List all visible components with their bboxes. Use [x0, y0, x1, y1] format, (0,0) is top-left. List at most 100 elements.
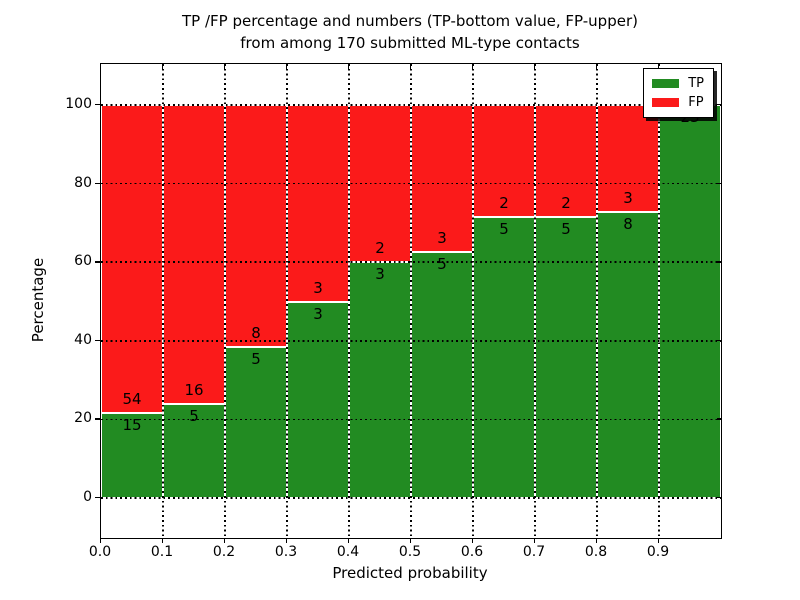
bar-segment-tp	[225, 346, 287, 498]
legend-swatch-fp	[652, 98, 680, 107]
x-tick-top	[658, 64, 660, 69]
x-tick-bottom	[410, 538, 412, 543]
x-tick-label: 0.4	[336, 544, 360, 560]
v-gridline	[410, 64, 412, 538]
x-tick-label: 0.6	[460, 544, 484, 560]
bar-segment-fp	[287, 105, 349, 302]
x-tick-label: 0.5	[398, 544, 422, 560]
x-tick-bottom	[472, 538, 474, 543]
x-tick-label: 0.2	[212, 544, 236, 560]
chart-title-line1: TP /FP percentage and numbers (TP-bottom…	[182, 12, 638, 30]
x-tick-label: 0.7	[522, 544, 546, 560]
fp-count-label: 54	[122, 389, 142, 408]
y-tick-right	[717, 182, 722, 184]
x-tick-bottom	[596, 538, 598, 543]
v-gridline	[162, 64, 164, 538]
v-gridline	[534, 64, 536, 538]
bar-segment-tp	[101, 412, 163, 498]
y-tick-right	[717, 418, 722, 420]
tp-count-label: 5	[499, 220, 509, 239]
x-tick-top	[286, 64, 288, 69]
fp-count-label: 2	[375, 239, 385, 258]
v-gridline	[472, 64, 474, 538]
tp-count-label: 5	[251, 349, 261, 368]
bar-segment-tp	[287, 301, 349, 498]
bar-segment-tp	[659, 105, 721, 498]
tp-count-label: 3	[375, 265, 385, 284]
legend-swatch-tp	[652, 79, 680, 88]
y-tick-label: 20	[74, 410, 92, 427]
tp-count-label: 5	[561, 220, 571, 239]
v-gridline	[348, 64, 350, 538]
x-tick-top	[348, 64, 350, 69]
x-tick-top	[534, 64, 536, 69]
x-tick-bottom	[224, 538, 226, 543]
bar-segment-fp	[597, 105, 659, 213]
y-tick-label: 0	[83, 489, 92, 505]
bar-segment-tp	[473, 217, 535, 498]
y-axis-label: Percentage	[29, 257, 47, 343]
x-tick-label: 0.3	[274, 544, 298, 560]
x-tick-bottom	[534, 538, 536, 543]
v-gridline	[658, 64, 660, 538]
legend-item: FP	[652, 93, 704, 112]
y-tick-right	[717, 339, 722, 342]
legend-label: FP	[688, 95, 704, 110]
y-tick-left	[95, 104, 100, 106]
x-tick-label: 0.9	[646, 544, 670, 560]
fp-count-label: 16	[184, 381, 204, 400]
y-tick-right	[717, 261, 722, 263]
y-tick-label: 40	[74, 331, 92, 348]
fp-count-label: 3	[623, 189, 633, 208]
x-tick-top	[596, 64, 598, 69]
y-tick-left	[95, 418, 100, 420]
tp-count-label: 8	[623, 215, 633, 234]
x-tick-label: 0.1	[150, 544, 174, 560]
y-tick-right	[717, 104, 722, 106]
x-tick-bottom	[100, 538, 102, 543]
v-gridline	[224, 64, 226, 538]
x-tick-top	[472, 64, 474, 69]
x-tick-label: 0.8	[584, 544, 608, 560]
legend-label: TP	[688, 76, 704, 91]
legend: TP FP	[643, 68, 714, 118]
x-axis-label: Predicted probability	[332, 564, 488, 582]
x-tick-label: 0.0	[88, 544, 112, 560]
fp-count-label: 3	[313, 278, 323, 297]
y-tick-left	[95, 261, 100, 263]
legend-item: TP	[652, 74, 704, 93]
tp-count-label: 3	[313, 304, 323, 323]
x-tick-bottom	[162, 538, 164, 543]
x-tick-top	[224, 64, 226, 69]
bar-segment-tp	[349, 262, 411, 498]
bar-segment-tp	[411, 252, 473, 498]
chart-title-line2: from among 170 submitted ML-type contact…	[240, 34, 580, 52]
v-gridline	[286, 64, 288, 538]
bar-segment-fp	[101, 105, 163, 413]
x-tick-bottom	[348, 538, 350, 543]
chart-title: TP /FP percentage and numbers (TP-bottom…	[110, 10, 710, 54]
bar-segment-tp	[535, 217, 597, 498]
y-tick-left	[95, 497, 100, 499]
bar-segment-fp	[473, 105, 535, 218]
y-tick-label: 80	[74, 174, 92, 191]
bar-segment-tp	[597, 212, 659, 498]
bar-segment-fp	[225, 105, 287, 347]
x-tick-bottom	[658, 538, 660, 543]
fp-count-label: 8	[251, 323, 261, 342]
y-tick-left	[95, 339, 100, 342]
x-tick-bottom	[286, 538, 288, 543]
tp-count-label: 15	[122, 415, 142, 434]
x-tick-top	[100, 64, 102, 69]
x-tick-top	[410, 64, 412, 69]
y-tick-label: 100	[65, 96, 92, 112]
fp-count-label: 2	[561, 194, 571, 213]
x-tick-top	[162, 64, 164, 69]
y-tick-right	[717, 497, 722, 499]
v-gridline	[596, 64, 598, 538]
fp-count-label: 3	[437, 229, 447, 248]
bar-segment-fp	[163, 105, 225, 405]
y-tick-label: 60	[74, 253, 92, 270]
